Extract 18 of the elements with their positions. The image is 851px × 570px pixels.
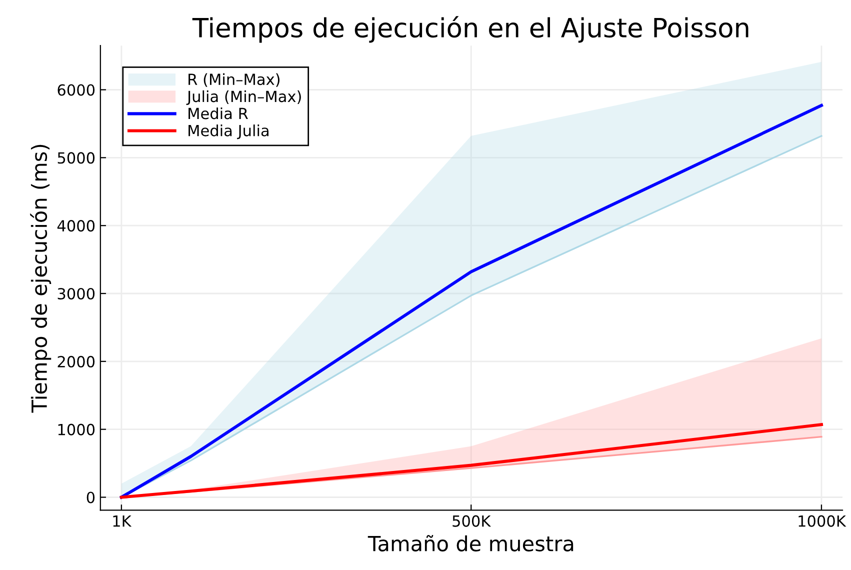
legend-label: Julia (Min–Max) bbox=[186, 90, 301, 106]
line-series bbox=[120, 423, 823, 499]
legend-label: R (Min–Max) bbox=[188, 73, 280, 87]
y-tick-label: 5000 bbox=[58, 152, 95, 164]
y-tick-label: 3000 bbox=[58, 288, 95, 300]
y-tick-label: 6000 bbox=[58, 84, 95, 96]
x-tick-label: 500K bbox=[452, 515, 492, 527]
chart-title: Tiempos de ejecución en el Ajuste Poisson bbox=[192, 16, 748, 43]
y-tick-label: 2000 bbox=[58, 356, 95, 368]
y-tick-label: 4000 bbox=[57, 220, 95, 232]
x-axis-title: Tamaño de muestra bbox=[368, 535, 574, 552]
x-tick-label: 1000K bbox=[798, 515, 846, 527]
y-tick-label: 0 bbox=[86, 492, 95, 504]
y-tick-label: 1000 bbox=[58, 424, 95, 436]
legend-label: Media R bbox=[188, 107, 248, 120]
y-axis-title: Tiempo de ejecución (ms) bbox=[30, 144, 52, 413]
legend-label: Media Julia bbox=[188, 124, 268, 140]
x-tick-label: 1K bbox=[113, 515, 132, 527]
